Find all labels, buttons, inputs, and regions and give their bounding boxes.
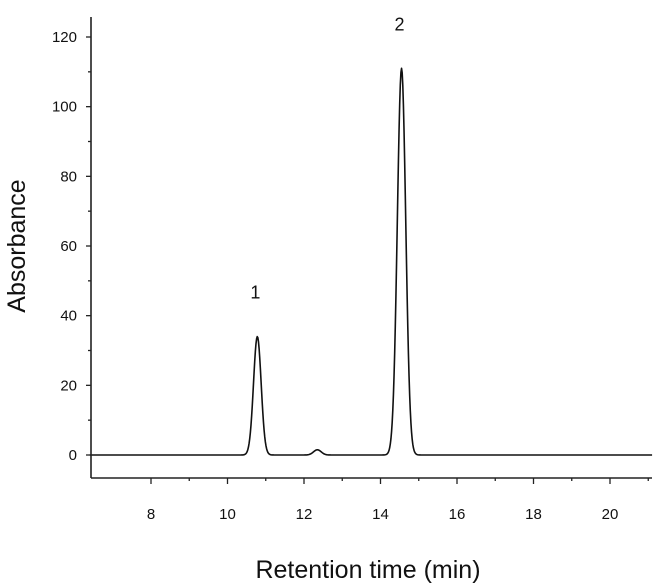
x-tick-label-20: 20 bbox=[602, 506, 619, 523]
x-axis-title: Retention time (min) bbox=[255, 556, 480, 584]
y-tick-label-120: 120 bbox=[52, 29, 77, 46]
y-tick-label-0: 0 bbox=[69, 447, 77, 464]
y-tick-label-40: 40 bbox=[60, 308, 77, 325]
plot-area bbox=[89, 67, 653, 456]
x-tick-label-10: 10 bbox=[219, 506, 236, 523]
x-tick-label-12: 12 bbox=[296, 506, 313, 523]
x-tick-label-14: 14 bbox=[372, 506, 389, 523]
peak-label-1: 1 bbox=[250, 283, 260, 303]
peak-labels: 12 bbox=[250, 14, 404, 302]
peak-label-2: 2 bbox=[395, 14, 405, 34]
x-tick-label-8: 8 bbox=[147, 506, 155, 523]
x-tick-label-16: 16 bbox=[449, 506, 466, 523]
y-axis-ticks: 0 20 40 60 80 100 120 bbox=[52, 29, 91, 464]
y-axis-title: Absorbance bbox=[3, 179, 31, 312]
x-tick-label-18: 18 bbox=[525, 506, 542, 523]
chromatogram-trace bbox=[89, 67, 653, 456]
y-tick-label-60: 60 bbox=[60, 238, 77, 255]
y-tick-label-80: 80 bbox=[60, 168, 77, 185]
y-tick-label-100: 100 bbox=[52, 99, 77, 116]
x-axis-ticks: 8 10 12 14 16 18 20 bbox=[147, 478, 649, 523]
y-tick-label-20: 20 bbox=[60, 377, 77, 394]
